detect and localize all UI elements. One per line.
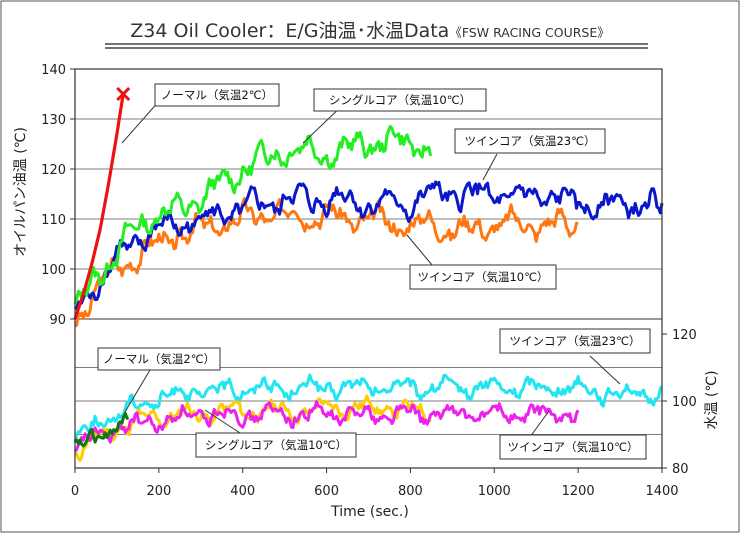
callout-water-single-text: シングルコア（気温10℃）: [205, 438, 347, 452]
x-tick-label: 400: [230, 484, 255, 499]
y-tick-label-oil: 90: [49, 313, 66, 328]
callout-water-twin10: ツインコア（気温10℃）: [499, 434, 647, 460]
leader-water-normal: [124, 369, 151, 413]
callout-water-single: シングルコア（気温10℃）: [195, 432, 357, 458]
callout-water-twin23: ツインコア（気温23℃）: [499, 328, 651, 354]
x-tick-label: 0: [71, 484, 79, 499]
callout-oil-single-text: シングルコア（気温10℃）: [329, 93, 471, 107]
y-tick-label-oil: 140: [41, 63, 66, 78]
y-axis-label-water: 水温 (℃): [704, 370, 720, 429]
series-water-twin10: [73, 400, 580, 453]
y-tick-label-water: 80: [672, 462, 689, 477]
leader-water-single: [204, 409, 241, 434]
y-tick-label-oil: 120: [41, 163, 66, 178]
y-tick-label-oil: 130: [41, 113, 66, 128]
leader-water-twin23: [589, 355, 621, 385]
leader-oil-twin23: [482, 153, 498, 181]
callout-oil-normal: ノーマル（気温2℃）: [154, 83, 280, 107]
series-oil-twin23: [73, 180, 664, 311]
callout-water-twin23-text: ツインコア（気温23℃）: [509, 334, 640, 348]
callout-leaders: [121, 99, 621, 438]
chart-title-sub: 《FSW RACING COURSE》: [449, 25, 609, 40]
x-tick-label: 1000: [478, 484, 511, 499]
chart-title-main: Z34 Oil Cooler：E/G油温･水温Data: [130, 20, 449, 42]
x-tick-label: 800: [398, 484, 423, 499]
x-tick-label: 1400: [645, 484, 678, 499]
callout-oil-twin23-text: ツインコア（気温23℃）: [464, 134, 595, 148]
ticks-layer: 0 200 400 600 800 1000 1200 1400 90 100 110 120 130 1…: [41, 63, 697, 499]
callout-oil-twin10-text: ツインコア（気温10℃）: [417, 270, 548, 284]
series-oil-twin10: [74, 197, 579, 328]
y-tick-label-oil: 110: [41, 213, 66, 228]
callout-oil-normal-text: ノーマル（気温2℃）: [161, 88, 273, 102]
callout-water-normal-text: ノーマル（気温2℃）: [103, 352, 215, 366]
y-tick-label-water: 100: [672, 395, 697, 410]
x-tick-label: 600: [314, 484, 339, 499]
callout-oil-twin23: ツインコア（気温23℃）: [454, 128, 606, 154]
oil-normal-end-marker-b: [116, 86, 131, 102]
leader-oil-normal: [121, 99, 161, 144]
y-tick-label-oil: 100: [41, 263, 66, 278]
callout-water-twin10-text: ツインコア（気温10℃）: [507, 440, 638, 454]
series-water-normal: [73, 411, 129, 448]
series-water-twin23: [73, 373, 664, 443]
series-layer: [73, 86, 664, 462]
callout-water-normal: ノーマル（気温2℃）: [97, 347, 221, 371]
leader-oil-twin10: [406, 234, 433, 266]
y-axis-label-oil: オイルパン油温 (℃): [13, 127, 29, 257]
x-tick-label: 200: [146, 484, 171, 499]
y-tick-label-water: 120: [672, 328, 697, 343]
x-tick-label: 1200: [562, 484, 595, 499]
callout-oil-single: シングルコア（気温10℃）: [313, 88, 487, 112]
leader-water-twin10: [529, 410, 550, 438]
series-oil-normal: [73, 93, 125, 320]
x-axis-label: Time (sec.): [330, 504, 409, 520]
callout-oil-twin10: ツインコア（気温10℃）: [409, 264, 557, 290]
series-oil-single: [73, 124, 433, 305]
chart-title: Z34 Oil Cooler：E/G油温･水温Data《FSW RACING C…: [130, 20, 610, 42]
